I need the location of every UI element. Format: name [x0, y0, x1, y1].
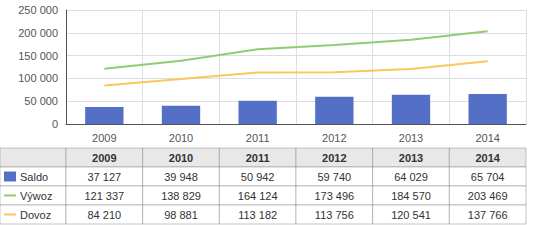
svg-text:203 469: 203 469	[468, 190, 508, 202]
svg-text:2012: 2012	[322, 152, 346, 164]
svg-text:64 029: 64 029	[394, 171, 428, 183]
svg-text:Saldo: Saldo	[20, 171, 48, 183]
svg-text:2013: 2013	[399, 132, 423, 144]
svg-text:2009: 2009	[92, 152, 116, 164]
svg-text:98 881: 98 881	[164, 209, 198, 221]
svg-text:113 182: 113 182	[238, 209, 277, 221]
svg-text:0: 0	[52, 118, 58, 130]
svg-text:50 000: 50 000	[24, 95, 58, 107]
svg-text:84 210: 84 210	[88, 209, 122, 221]
svg-text:37 127: 37 127	[88, 171, 122, 183]
svg-text:2011: 2011	[246, 152, 270, 164]
svg-text:138 829: 138 829	[161, 190, 201, 202]
svg-text:65 704: 65 704	[471, 171, 505, 183]
svg-text:150 000: 150 000	[18, 50, 58, 62]
svg-text:2012: 2012	[322, 132, 346, 144]
svg-text:2014: 2014	[475, 152, 500, 164]
svg-text:Dovoz: Dovoz	[20, 209, 51, 221]
svg-text:250 000: 250 000	[18, 4, 58, 16]
svg-text:164 124: 164 124	[238, 190, 278, 202]
svg-text:184 570: 184 570	[391, 190, 431, 202]
svg-text:113 756: 113 756	[315, 209, 354, 221]
svg-text:2009: 2009	[92, 132, 116, 144]
svg-text:2013: 2013	[399, 152, 423, 164]
svg-text:Výwoz: Výwoz	[20, 190, 52, 202]
svg-text:137 766: 137 766	[468, 209, 508, 221]
svg-text:200 000: 200 000	[18, 27, 58, 39]
svg-text:59 740: 59 740	[318, 171, 352, 183]
svg-text:120 541: 120 541	[391, 209, 431, 221]
svg-text:39 948: 39 948	[164, 171, 198, 183]
svg-text:2010: 2010	[169, 132, 193, 144]
svg-text:173 496: 173 496	[314, 190, 354, 202]
svg-text:50 942: 50 942	[241, 171, 275, 183]
svg-text:2014: 2014	[475, 132, 499, 144]
svg-text:2011: 2011	[246, 132, 270, 144]
svg-text:2010: 2010	[169, 152, 193, 164]
svg-text:100 000: 100 000	[18, 72, 58, 84]
svg-text:121 337: 121 337	[84, 190, 124, 202]
